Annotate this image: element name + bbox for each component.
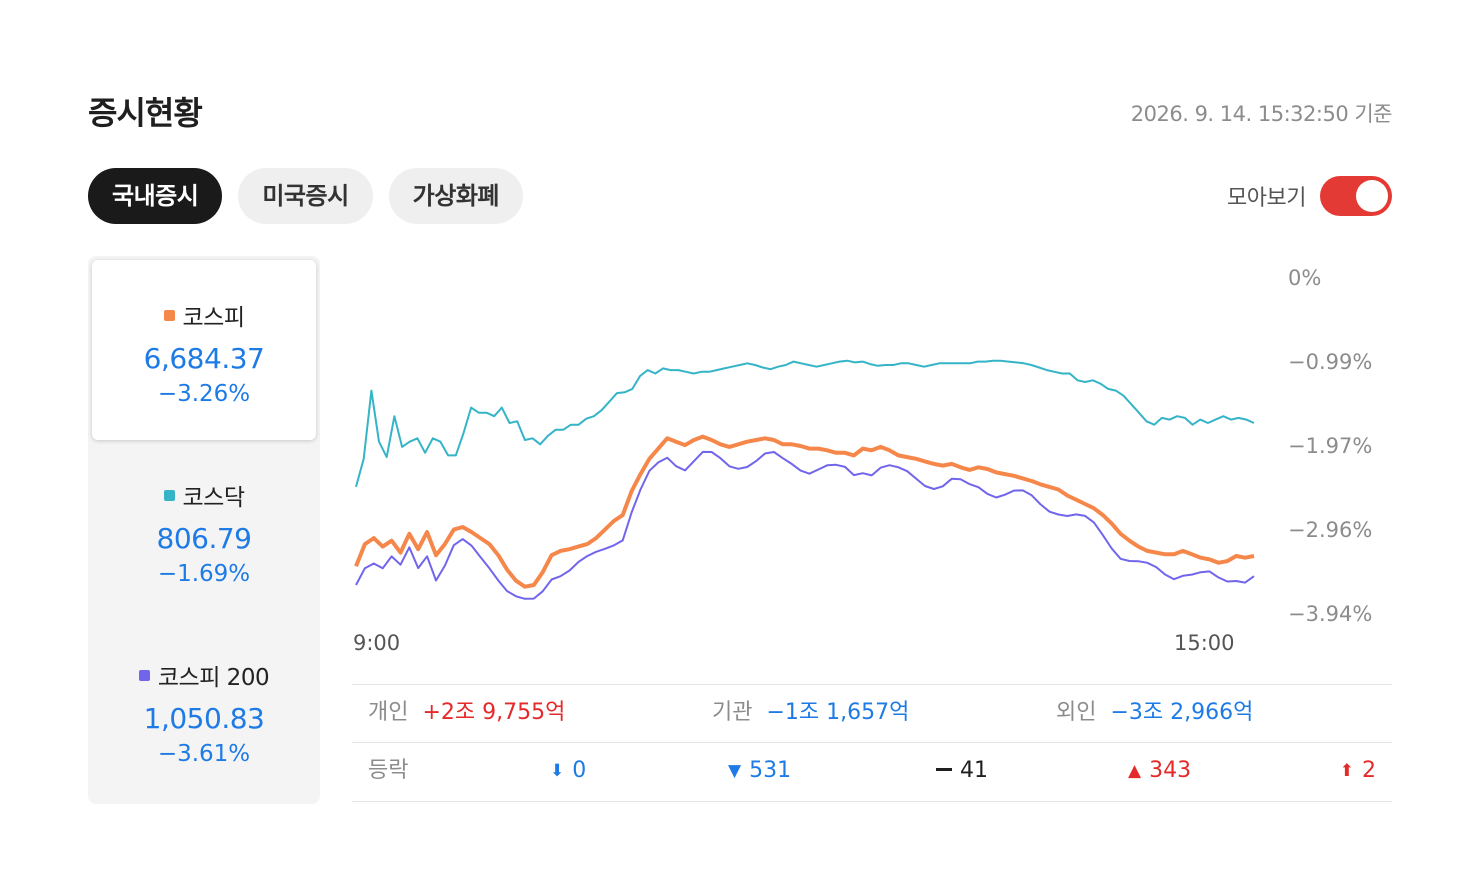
tab-domestic[interactable]: 국내증시 [88,168,223,224]
investor-individual: 개인 +2조 9,755억 [368,685,565,743]
kospi-dot-icon [163,309,175,321]
breadth-lower-limit: ⬇ 0 [550,743,586,801]
index-name: 코스닥 [182,485,245,511]
up-triangle-icon: ▲ [1128,761,1142,781]
advance-decline-row: 등락 ⬇ 0 ▼ 531 41 ▲ 343 ⬆ 2 [352,742,1392,802]
index-line-chart: 0% −0.99% −1.97% −2.96% −3.94% 9:00 15:0… [353,266,1372,655]
index-name-row: 코스피 [92,298,316,332]
breadth-flat: 41 [936,743,988,801]
kospi200-dot-icon [138,669,150,681]
tab-us[interactable]: 미국증시 [238,168,373,224]
investor-foreign: 외인 −3조 2,966억 [1056,685,1253,743]
flat-dash-icon [936,768,952,771]
y-tick-label: −0.99% [1288,350,1372,374]
investor-flow-row: 개인 +2조 9,755억 기관 −1조 1,657억 외인 −3조 2,966억 [352,684,1392,743]
index-name: 코스피 200 [157,665,270,691]
view-all-toggle-group: 모아보기 [1227,176,1392,216]
breadth-value: 531 [749,758,792,783]
breadth-up: ▲ 343 [1128,743,1191,801]
index-name-row: 코스피 200 [88,658,320,692]
index-name-row: 코스닥 [88,478,320,512]
investor-label: 기관 [712,700,753,725]
breadth-value: 0 [572,758,587,783]
index-name: 코스피 [182,305,245,331]
index-card-kosdaq[interactable]: 코스닥 806.79 −1.69% [88,440,320,620]
breadth-label: 등락 [368,743,422,801]
x-tick-label: 9:00 [353,631,400,655]
index-change: −1.69% [157,561,251,587]
investor-label: 개인 [368,700,409,725]
investor-label: 외인 [1056,700,1097,725]
kosdaq-series-line [355,359,1255,488]
tab-crypto[interactable]: 가상화폐 [388,168,523,224]
x-tick-label: 15:00 [1174,631,1235,655]
investor-value: −1조 1,657억 [766,700,910,725]
index-value: 806.79 [156,522,252,555]
view-all-toggle[interactable] [1320,176,1392,216]
lower-limit-arrow-icon: ⬇ [550,761,565,781]
kosdaq-dot-icon [163,489,175,501]
y-tick-label: −3.94% [1288,602,1372,626]
index-value: 6,684.37 [143,342,265,375]
timestamp: 2026. 9. 14. 15:32:50 기준 [1130,102,1393,126]
index-change: −3.61% [157,741,251,767]
index-change: −3.26% [157,381,251,407]
breadth-value: 41 [960,758,988,783]
breadth-value: 2 [1362,758,1376,783]
y-tick-label: −2.96% [1288,518,1372,542]
upper-limit-arrow-icon: ⬆ [1339,761,1354,781]
y-tick-label: 0% [1288,266,1321,290]
y-tick-label: −1.97% [1288,434,1372,458]
breadth-upper-limit: ⬆ 2 [1340,743,1376,801]
page-title: 증시현황 [88,94,203,132]
index-value: 1,050.83 [143,702,265,735]
breadth-down: ▼ 531 [728,743,791,801]
index-card-kospi200[interactable]: 코스피 200 1,050.83 −3.61% [88,620,320,800]
investor-institution: 기관 −1조 1,657억 [712,685,909,743]
investor-value: −3조 2,966억 [1110,700,1254,725]
index-card-kospi[interactable]: 코스피 6,684.37 −3.26% [92,260,316,440]
toggle-label: 모아보기 [1227,186,1306,211]
market-tabs: 국내증시 미국증시 가상화폐 [88,168,523,224]
breadth-value: 343 [1149,758,1192,783]
investor-value: +2조 9,755억 [422,700,566,725]
toggle-knob [1356,180,1388,212]
breadth-label-text: 등락 [368,758,409,783]
index-list: 코스피 6,684.37 −3.26% 코스닥 806.79 −1.69% 코스… [88,256,320,804]
down-triangle-icon: ▼ [728,761,742,781]
kospi-series-line [354,434,1255,589]
kospi200-series-line [355,450,1255,600]
